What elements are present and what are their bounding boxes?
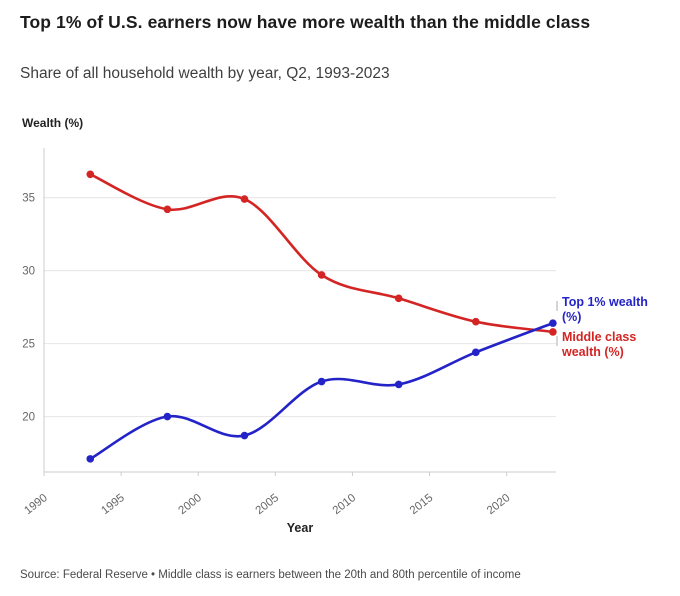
svg-text:2010: 2010 [331, 492, 359, 517]
source-note: Source: Federal Reserve • Middle class i… [20, 569, 521, 581]
legend-label-middle-class: Middle class wealth (%) [562, 330, 637, 359]
svg-text:1995: 1995 [99, 492, 127, 517]
svg-text:2000: 2000 [177, 492, 205, 517]
svg-text:2005: 2005 [254, 492, 282, 517]
chart-title: Top 1% of U.S. earners now have more wea… [20, 12, 591, 32]
svg-text:2020: 2020 [485, 492, 513, 517]
y-axis-title: Wealth (%) [22, 116, 84, 130]
chart-subtitle: Share of all household wealth by year, Q… [20, 65, 390, 82]
legend-label-top1: Top 1% wealth (%) [562, 295, 648, 324]
svg-text:25: 25 [22, 339, 35, 351]
svg-text:20: 20 [22, 412, 35, 424]
svg-text:2015: 2015 [408, 492, 436, 517]
x-axis-title: Year [286, 521, 314, 535]
svg-text:35: 35 [22, 193, 35, 205]
svg-text:30: 30 [22, 266, 35, 278]
svg-text:1990: 1990 [22, 492, 50, 517]
